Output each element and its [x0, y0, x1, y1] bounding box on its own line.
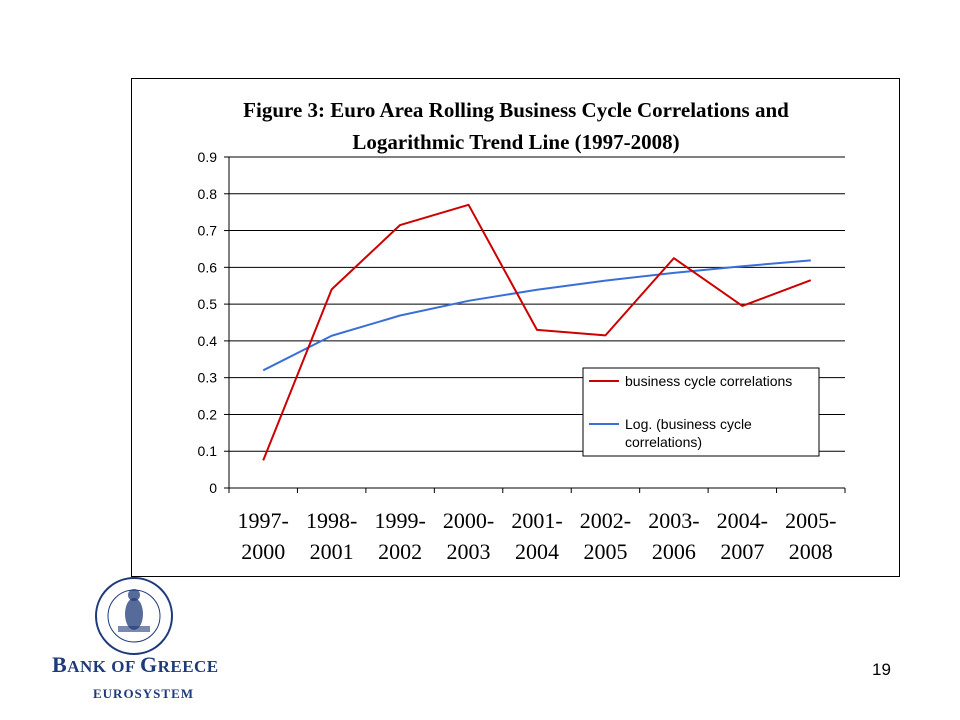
seal-icon	[95, 577, 173, 655]
gridlines	[229, 156, 845, 452]
chart-frame: Figure 3: Euro Area Rolling Business Cyc…	[131, 78, 900, 577]
chart-title-line-1: Figure 3: Euro Area Rolling Business Cyc…	[243, 98, 789, 122]
line-chart: Figure 3: Euro Area Rolling Business Cyc…	[198, 98, 846, 564]
bank-logo	[40, 576, 240, 706]
x-tick-label: 2005-2008	[785, 508, 836, 564]
x-tick-label: 2003-2006	[648, 508, 699, 564]
y-tick-label: 0.4	[198, 333, 218, 349]
y-tick-label: 0.8	[198, 186, 218, 202]
y-tick-label: 0.5	[198, 296, 218, 312]
chart-title: Figure 3: Euro Area Rolling Business Cyc…	[243, 98, 789, 154]
y-tick-label: 0	[209, 480, 217, 496]
page-number: 19	[872, 660, 891, 679]
chart-title-line-2: Logarithmic Trend Line (1997-2008)	[352, 130, 679, 154]
x-tick-labels: 1997-2000 1998-2001 1999-2002 2000-2003 2001…	[238, 508, 837, 564]
legend-box	[582, 367, 820, 457]
brand-name: BANK OF GREECE	[52, 652, 219, 677]
y-tick-label: 0.9	[198, 149, 218, 165]
legend-label-correlations: business cycle correlations	[625, 373, 792, 389]
x-tick-label: 2001-2004	[511, 508, 562, 564]
x-tick-label: 1998-2001	[306, 508, 357, 564]
y-tick-labels: 0 0.1 0.2 0.3 0.4 0.5 0.6 0.7 0.8 0.9	[198, 149, 218, 496]
legend: business cycle correlations Log. (busines…	[582, 367, 820, 457]
axes	[224, 156, 846, 493]
legend-label-log-trend: Log. (business cycle correlations)	[625, 416, 752, 450]
y-tick-label: 0.7	[198, 223, 218, 239]
y-tick-label: 0.1	[198, 443, 218, 459]
y-tick-label: 0.2	[198, 406, 218, 422]
x-tick-label: 2004-2007	[717, 508, 768, 564]
y-tick-label: 0.3	[198, 370, 218, 386]
x-tick-label: 1999-2002	[374, 508, 425, 564]
x-tick-label: 2002-2005	[580, 508, 631, 564]
x-tick-label: 2000-2003	[443, 508, 494, 564]
x-tick-label: 1997-2000	[238, 508, 289, 564]
series-lines	[262, 203, 812, 461]
brand-subtitle: EUROSYSTEM	[93, 686, 195, 701]
y-tick-label: 0.6	[198, 259, 218, 275]
